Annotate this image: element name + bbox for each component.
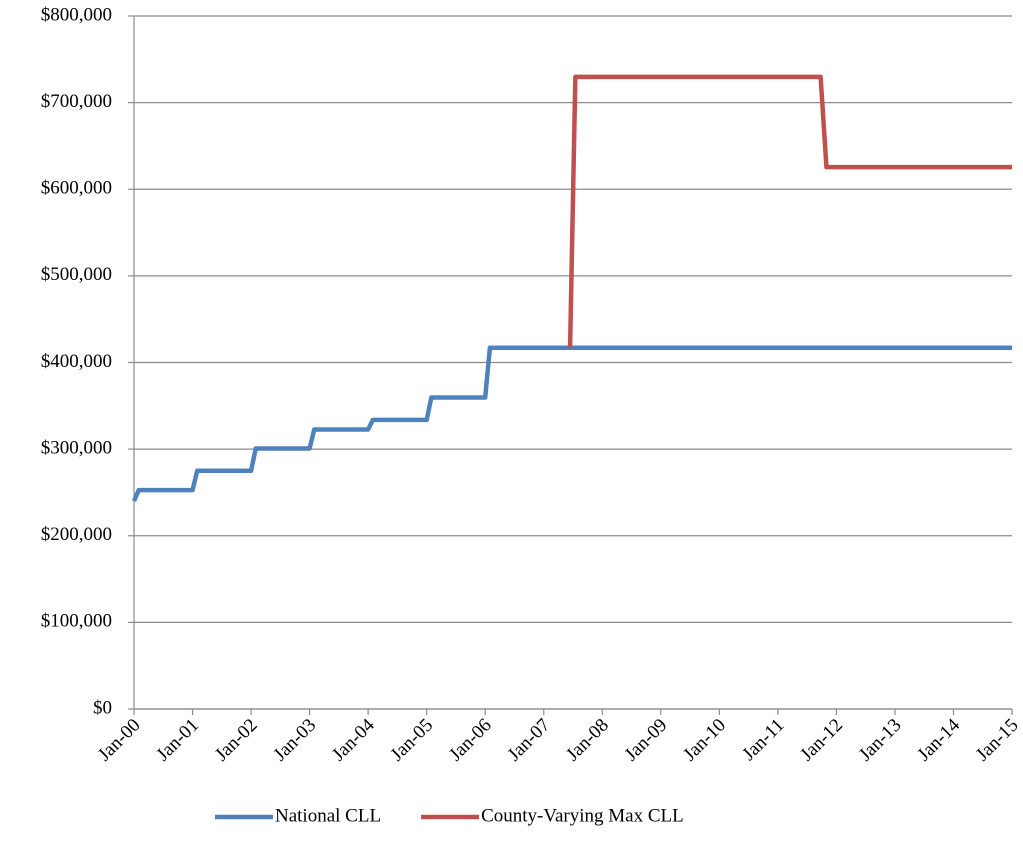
- y-tick-label: $0: [93, 697, 112, 718]
- y-tick-label: $700,000: [41, 91, 112, 112]
- x-tick-label: Jan-05: [387, 715, 438, 766]
- y-tick-label: $500,000: [41, 264, 112, 285]
- x-tick-label: Jan-14: [913, 714, 964, 765]
- legend-label: National CLL: [275, 805, 381, 826]
- y-tick-label: $400,000: [41, 351, 112, 372]
- y-tick-label: $800,000: [41, 4, 112, 25]
- x-tick-label: Jan-08: [562, 715, 613, 766]
- x-tick-label: Jan-09: [621, 715, 672, 766]
- y-tick-label: $300,000: [41, 437, 112, 458]
- x-tick-label: Jan-12: [796, 715, 847, 766]
- x-tick-label: Jan-02: [211, 715, 262, 766]
- x-tick-label: Jan-00: [94, 715, 145, 766]
- series-line: [567, 74, 1012, 348]
- y-tick-label: $200,000: [41, 524, 112, 545]
- legend-label: County-Varying Max CLL: [481, 805, 684, 826]
- x-tick-label: Jan-07: [504, 715, 555, 766]
- x-tick-label: Jan-03: [270, 715, 321, 766]
- x-tick-label: Jan-11: [738, 715, 788, 765]
- y-tick-label: $100,000: [41, 611, 112, 632]
- series-line: [131, 345, 1012, 502]
- x-tick-label: Jan-15: [972, 715, 1023, 766]
- x-tick-label: Jan-06: [445, 715, 496, 766]
- x-tick-label: Jan-10: [679, 715, 730, 766]
- x-tick-label: Jan-13: [855, 715, 906, 766]
- x-tick-label: Jan-04: [328, 714, 379, 765]
- x-tick-label: Jan-01: [152, 715, 203, 766]
- y-tick-label: $600,000: [41, 178, 112, 199]
